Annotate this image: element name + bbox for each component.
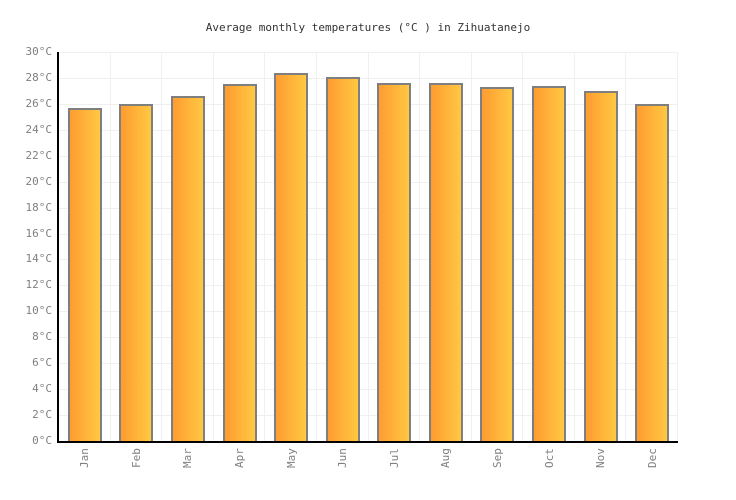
y-axis-tick-label: 28°C <box>25 70 53 84</box>
bar-oct <box>532 85 567 441</box>
bar-nov <box>583 90 618 441</box>
bar-dec <box>635 103 670 441</box>
gridline-horizontal <box>59 233 678 235</box>
gridline-vertical <box>522 52 524 441</box>
gridline-horizontal <box>59 389 678 391</box>
gridline-horizontal <box>59 181 678 183</box>
y-axis-tick-label: 30°C <box>25 45 53 58</box>
y-axis-tick-label: 4°C <box>32 382 52 396</box>
gridline-vertical <box>625 52 627 441</box>
y-axis-tick-label: 20°C <box>25 174 53 188</box>
gridline-vertical <box>264 52 266 441</box>
bar-may <box>274 72 309 441</box>
bar-aug <box>428 83 463 441</box>
x-axis-tick-label-may: May <box>284 448 298 468</box>
gridline-vertical <box>677 52 678 441</box>
y-axis-tick-label: 10°C <box>25 304 53 318</box>
x-axis-tick-label-aug: Aug <box>439 448 453 468</box>
gridline-horizontal <box>59 77 678 79</box>
x-axis-tick-label-nov: Nov <box>594 448 608 468</box>
y-axis-tick-label: 6°C <box>32 356 52 370</box>
gridline-vertical <box>573 52 575 441</box>
y-axis-tick-label: 24°C <box>25 122 53 136</box>
bar-sep <box>480 87 515 441</box>
gridline-horizontal <box>59 259 678 261</box>
y-axis-tick-label: 12°C <box>25 278 53 292</box>
y-axis-tick-label: 26°C <box>25 96 53 110</box>
x-axis-tick-label-apr: Apr <box>233 448 247 468</box>
bar-jul <box>377 83 412 441</box>
gridline-vertical <box>212 52 214 441</box>
gridline-horizontal <box>59 155 678 157</box>
y-axis-tick-label: 8°C <box>32 330 52 344</box>
plot-area <box>57 52 678 443</box>
bar-apr <box>222 84 257 441</box>
x-axis-tick-label-jul: Jul <box>387 448 401 468</box>
gridline-vertical <box>315 52 317 441</box>
x-axis-tick-label-dec: Dec <box>645 448 659 468</box>
gridline-vertical <box>109 52 111 441</box>
gridline-vertical <box>470 52 472 441</box>
gridline-horizontal <box>59 363 678 365</box>
x-axis-tick-label-jun: Jun <box>336 448 350 468</box>
y-axis-tick-label: 2°C <box>32 408 52 422</box>
y-axis-tick-label: 0°C <box>32 434 52 447</box>
gridline-horizontal <box>59 311 678 313</box>
gridline-horizontal <box>59 285 678 287</box>
x-axis-tick-label-sep: Sep <box>490 448 504 468</box>
bar-jan <box>67 107 102 441</box>
y-axis-tick-label: 18°C <box>25 200 53 214</box>
y-axis-tick-label: 14°C <box>25 252 53 266</box>
x-axis-tick-label-oct: Oct <box>542 448 556 468</box>
x-axis-tick-label-feb: Feb <box>129 448 143 468</box>
gridline-horizontal <box>59 129 678 131</box>
gridline-vertical <box>367 52 369 441</box>
gridline-horizontal <box>59 337 678 339</box>
gridline-horizontal <box>59 207 678 209</box>
chart-title: Average monthly temperatures (°C ) in Zi… <box>205 21 531 34</box>
bar-jun <box>325 76 360 441</box>
gridline-horizontal <box>59 52 678 53</box>
gridline-horizontal <box>59 415 678 417</box>
bar-mar <box>170 96 205 441</box>
bar-feb <box>119 103 154 441</box>
gridline-vertical <box>161 52 163 441</box>
y-axis-tick-label: 22°C <box>25 148 53 162</box>
x-axis-tick-label-mar: Mar <box>181 448 195 468</box>
gridline-vertical <box>419 52 421 441</box>
gridline-horizontal <box>59 103 678 105</box>
y-axis-tick-label: 16°C <box>25 226 53 240</box>
x-axis-tick-label-jan: Jan <box>78 448 92 468</box>
